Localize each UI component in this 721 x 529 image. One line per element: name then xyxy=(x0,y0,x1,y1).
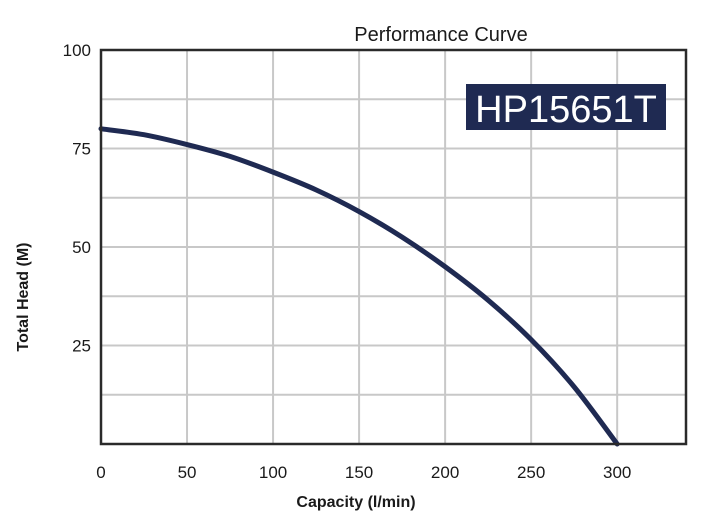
curve-layer xyxy=(98,126,620,447)
y-tick-label: 75 xyxy=(72,140,91,159)
model-badge-text: HP15651T xyxy=(475,89,657,131)
x-tick-label: 150 xyxy=(345,463,373,482)
y-tick-label: 50 xyxy=(72,238,91,257)
model-badge: HP15651T xyxy=(466,84,666,131)
y-tick-label: 25 xyxy=(72,337,91,356)
x-tick-label: 300 xyxy=(603,463,631,482)
model-badge-background xyxy=(466,84,666,130)
y-axis-label: Total Head (M) xyxy=(15,242,32,351)
performance-curve-line xyxy=(98,126,620,447)
plot-frame xyxy=(99,48,688,446)
x-tick-label: 0 xyxy=(96,463,105,482)
chart-title: Performance Curve xyxy=(354,24,527,46)
x-axis-ticks: 0 50 100 150 200 250 300 xyxy=(96,463,631,482)
x-tick-label: 50 xyxy=(178,463,197,482)
x-axis-label: Capacity (l/min) xyxy=(296,494,415,511)
x-tick-label: 200 xyxy=(431,463,459,482)
y-tick-label: 100 xyxy=(63,41,91,60)
y-axis-ticks: 25 50 75 100 xyxy=(63,41,91,356)
x-tick-label: 250 xyxy=(517,463,545,482)
x-tick-label: 100 xyxy=(259,463,287,482)
